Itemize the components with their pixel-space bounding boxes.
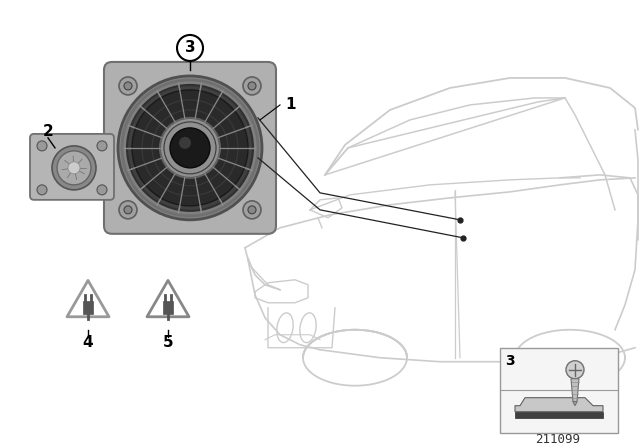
Text: 211099: 211099 (536, 433, 580, 446)
Circle shape (37, 185, 47, 195)
Circle shape (243, 77, 261, 95)
Text: 3: 3 (185, 40, 195, 56)
Circle shape (160, 118, 220, 178)
FancyBboxPatch shape (163, 301, 173, 314)
FancyBboxPatch shape (500, 348, 618, 433)
Circle shape (57, 151, 91, 185)
Circle shape (248, 82, 256, 90)
Circle shape (124, 206, 132, 214)
Circle shape (179, 137, 191, 149)
Text: 4: 4 (83, 335, 93, 350)
Circle shape (97, 185, 107, 195)
Circle shape (248, 206, 256, 214)
Circle shape (52, 146, 96, 190)
Polygon shape (515, 412, 603, 418)
Circle shape (127, 85, 253, 211)
FancyBboxPatch shape (104, 62, 276, 234)
Circle shape (119, 77, 137, 95)
Polygon shape (571, 379, 579, 402)
Text: 5: 5 (163, 335, 173, 350)
Circle shape (118, 76, 262, 220)
Circle shape (243, 201, 261, 219)
Circle shape (119, 201, 137, 219)
Circle shape (170, 128, 210, 168)
Circle shape (97, 141, 107, 151)
Text: 2: 2 (43, 125, 53, 139)
Circle shape (124, 82, 132, 90)
Polygon shape (515, 398, 603, 412)
FancyBboxPatch shape (83, 301, 93, 314)
Polygon shape (573, 402, 577, 406)
Circle shape (566, 361, 584, 379)
Text: 3: 3 (505, 354, 515, 368)
FancyBboxPatch shape (30, 134, 114, 200)
Circle shape (68, 162, 80, 174)
Circle shape (132, 90, 248, 206)
Circle shape (37, 141, 47, 151)
Text: 1: 1 (285, 97, 296, 112)
